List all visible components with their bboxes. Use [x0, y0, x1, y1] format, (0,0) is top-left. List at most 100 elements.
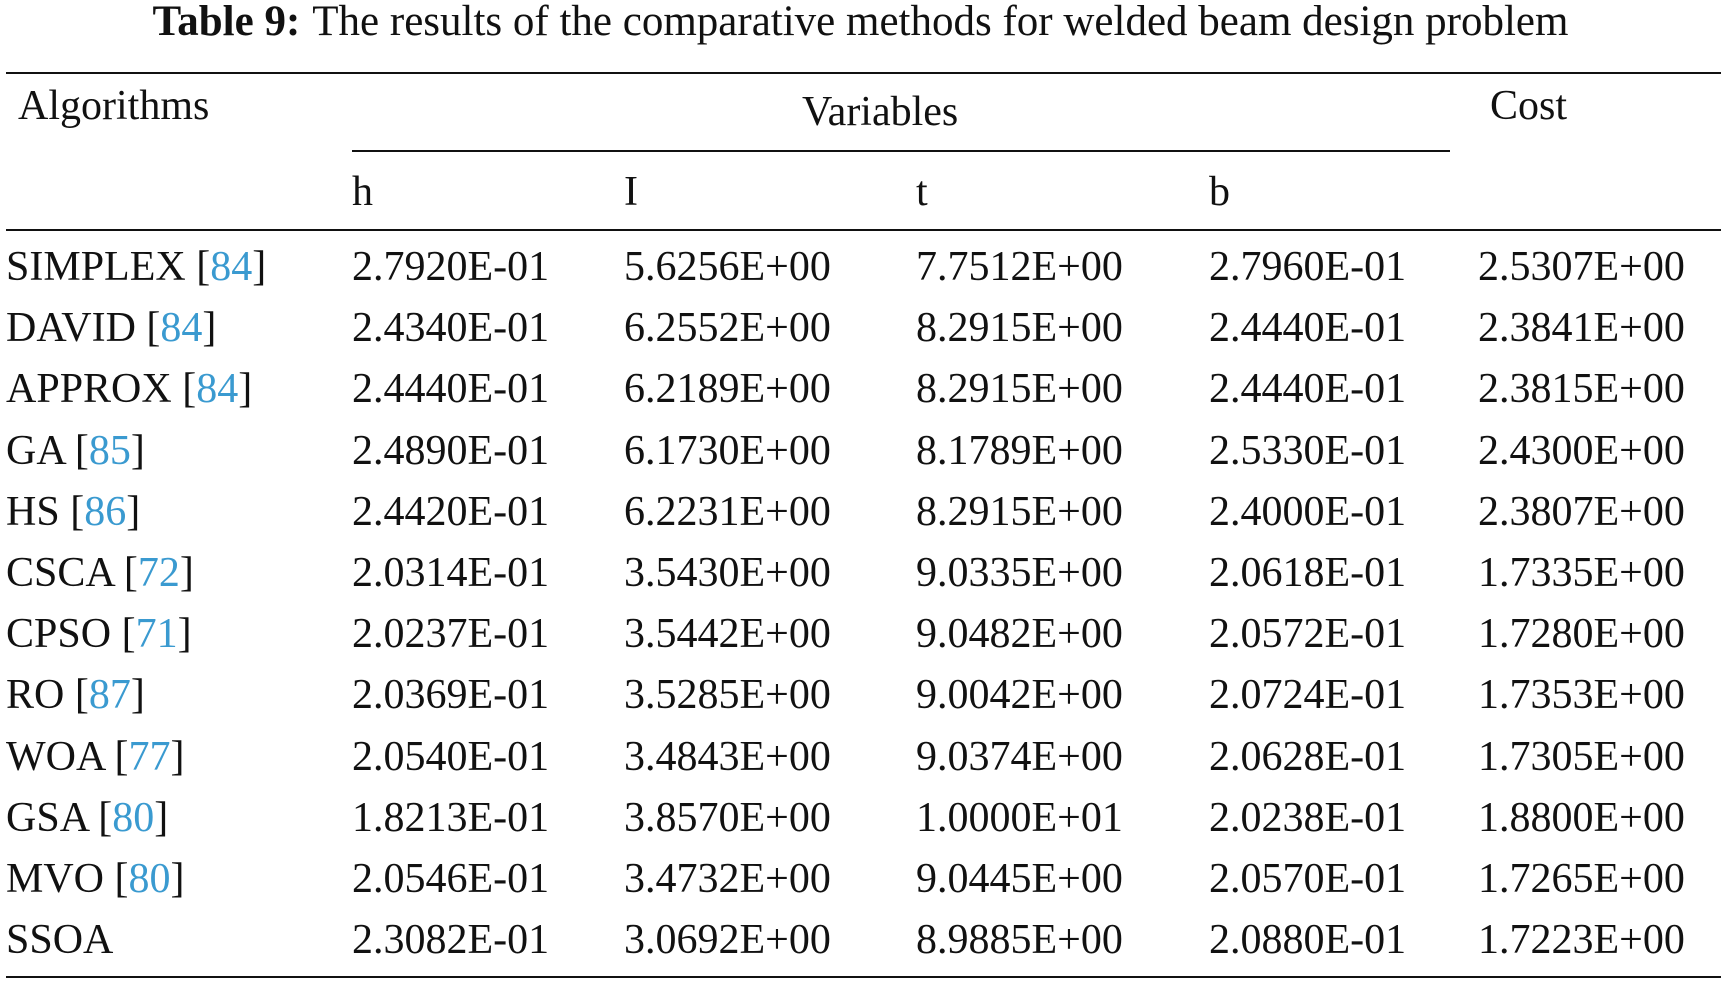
value-cell-h: 2.4340E-01: [352, 305, 550, 351]
value-cell-l: 3.5430E+00: [624, 550, 831, 596]
value-cell-b: 2.5330E-01: [1209, 428, 1407, 474]
value-cell-cost: 1.8800E+00: [1478, 795, 1685, 841]
value-cell-cost: 1.7305E+00: [1478, 734, 1685, 780]
value-cell-l: 3.4843E+00: [624, 734, 831, 780]
value-cell-b: 2.0572E-01: [1209, 611, 1407, 657]
algorithm-name-cell: CPSO [71]: [6, 611, 192, 657]
value-cell-t: 9.0445E+00: [916, 856, 1123, 902]
caption-label: Table 9:: [152, 0, 301, 45]
value-cell-l: 3.4732E+00: [624, 856, 831, 902]
algorithm-name-cell: MVO [80]: [6, 856, 185, 902]
value-cell-cost: 2.4300E+00: [1478, 428, 1685, 474]
algorithm-name: DAVID: [6, 305, 136, 351]
algorithm-name-cell: RO [87]: [6, 672, 145, 718]
citation-link[interactable]: 72: [137, 550, 180, 596]
header-b: b: [1209, 169, 1230, 215]
value-cell-l: 3.5285E+00: [624, 672, 831, 718]
value-cell-b: 2.7960E-01: [1209, 244, 1407, 290]
value-cell-t: 7.7512E+00: [916, 244, 1123, 290]
value-cell-h: 2.0237E-01: [352, 611, 550, 657]
algorithm-name-cell: CSCA [72]: [6, 550, 194, 596]
header-algorithms: Algorithms: [18, 83, 210, 129]
header-bottom-rule: [6, 229, 1721, 231]
value-cell-b: 2.0618E-01: [1209, 550, 1407, 596]
value-cell-t: 9.0042E+00: [916, 672, 1123, 718]
value-cell-h: 2.4420E-01: [352, 489, 550, 535]
value-cell-b: 2.0628E-01: [1209, 734, 1407, 780]
value-cell-cost: 2.3841E+00: [1478, 305, 1685, 351]
value-cell-t: 1.0000E+01: [916, 795, 1123, 841]
algorithm-name: WOA: [6, 734, 104, 780]
header-cost: Cost: [1490, 83, 1568, 129]
citation-link[interactable]: 77: [128, 734, 171, 780]
value-cell-h: 2.3082E-01: [352, 917, 550, 963]
algorithm-name-cell: APPROX [84]: [6, 366, 253, 412]
citation-link[interactable]: 85: [88, 428, 131, 474]
algorithm-name-cell: GSA [80]: [6, 795, 169, 841]
value-cell-h: 2.4440E-01: [352, 366, 550, 412]
value-cell-b: 2.0238E-01: [1209, 795, 1407, 841]
citation-link[interactable]: 80: [112, 795, 155, 841]
value-cell-cost: 2.3815E+00: [1478, 366, 1685, 412]
value-cell-cost: 1.7265E+00: [1478, 856, 1685, 902]
algorithm-name: SSOA: [6, 917, 114, 963]
algorithm-name: CPSO: [6, 611, 112, 657]
value-cell-t: 8.2915E+00: [916, 489, 1123, 535]
value-cell-h: 2.0546E-01: [352, 856, 550, 902]
citation-link[interactable]: 84: [196, 366, 239, 412]
value-cell-cost: 1.7353E+00: [1478, 672, 1685, 718]
algorithm-name: RO: [6, 672, 65, 718]
algorithm-name: CSCA: [6, 550, 114, 596]
algorithm-name: SIMPLEX: [6, 244, 186, 290]
algorithm-name: APPROX: [6, 366, 172, 412]
algorithm-name: GSA: [6, 795, 88, 841]
value-cell-h: 2.0369E-01: [352, 672, 550, 718]
algorithm-name-cell: DAVID [84]: [6, 305, 217, 351]
value-cell-h: 2.0314E-01: [352, 550, 550, 596]
algorithm-name-cell: GA [85]: [6, 428, 145, 474]
value-cell-t: 8.9885E+00: [916, 917, 1123, 963]
value-cell-t: 9.0482E+00: [916, 611, 1123, 657]
value-cell-t: 8.1789E+00: [916, 428, 1123, 474]
value-cell-l: 6.2189E+00: [624, 366, 831, 412]
table-caption: Table 9: The results of the comparative m…: [0, 0, 1721, 44]
value-cell-l: 6.2231E+00: [624, 489, 831, 535]
value-cell-t: 8.2915E+00: [916, 305, 1123, 351]
header-l: I: [624, 169, 638, 215]
header-h: h: [352, 169, 373, 215]
citation-link[interactable]: 87: [88, 672, 131, 718]
citation-link[interactable]: 71: [135, 611, 178, 657]
algorithm-name-cell: HS [86]: [6, 489, 141, 535]
value-cell-h: 1.8213E-01: [352, 795, 550, 841]
algorithm-name-cell: WOA [77]: [6, 734, 185, 780]
value-cell-b: 2.0724E-01: [1209, 672, 1407, 718]
value-cell-l: 6.1730E+00: [624, 428, 831, 474]
bottom-rule: [6, 976, 1721, 978]
value-cell-cost: 1.7335E+00: [1478, 550, 1685, 596]
value-cell-h: 2.0540E-01: [352, 734, 550, 780]
value-cell-b: 2.0570E-01: [1209, 856, 1407, 902]
citation-link[interactable]: 86: [84, 489, 127, 535]
algorithm-name: GA: [6, 428, 65, 474]
citation-link[interactable]: 84: [210, 244, 253, 290]
value-cell-l: 3.0692E+00: [624, 917, 831, 963]
caption-text: The results of the comparative methods f…: [312, 0, 1569, 45]
value-cell-b: 2.0880E-01: [1209, 917, 1407, 963]
citation-link[interactable]: 80: [128, 856, 171, 902]
value-cell-h: 2.7920E-01: [352, 244, 550, 290]
value-cell-l: 3.8570E+00: [624, 795, 831, 841]
algorithm-name-cell: SIMPLEX [84]: [6, 244, 267, 290]
value-cell-cost: 2.5307E+00: [1478, 244, 1685, 290]
variables-rule: [352, 150, 1450, 152]
value-cell-cost: 1.7223E+00: [1478, 917, 1685, 963]
algorithm-name-cell: SSOA: [6, 916, 113, 964]
value-cell-h: 2.4890E-01: [352, 428, 550, 474]
algorithm-name: MVO: [6, 856, 105, 902]
value-cell-b: 2.4440E-01: [1209, 305, 1407, 351]
citation-link[interactable]: 84: [160, 305, 203, 351]
value-cell-t: 9.0335E+00: [916, 550, 1123, 596]
header-variables: Variables: [802, 89, 959, 135]
value-cell-l: 6.2552E+00: [624, 305, 831, 351]
value-cell-l: 5.6256E+00: [624, 244, 831, 290]
value-cell-t: 8.2915E+00: [916, 366, 1123, 412]
